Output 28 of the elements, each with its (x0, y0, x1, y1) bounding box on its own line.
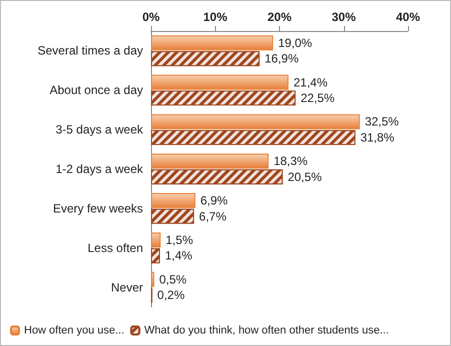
data-label: 16,9% (264, 52, 299, 66)
data-label: 1,5% (166, 232, 194, 247)
y-tick-label: Every few weeks (52, 201, 143, 216)
y-tick-label: 1-2 days a week (56, 162, 144, 176)
data-label: 1,4% (164, 248, 193, 263)
data-label: 6,9% (200, 194, 228, 208)
x-tick-label: 40% (396, 10, 420, 24)
y-tick-label: Never (110, 280, 143, 294)
data-label: 31,8% (360, 130, 395, 144)
data-label: 19,0% (278, 36, 312, 50)
legend-label: What do you think, how often other students use... (144, 324, 389, 336)
y-tick-label: 3-5 days a week (56, 122, 144, 137)
x-tick-label: 0% (142, 10, 160, 24)
data-label: 0,5% (159, 272, 187, 286)
data-label: 21,4% (293, 75, 328, 90)
y-tick-label: About once a day (50, 83, 143, 98)
x-tick-label: 30% (332, 10, 356, 24)
data-label: 20,5% (288, 170, 322, 184)
legend-label: How often you use... (24, 324, 124, 336)
data-label: 22,5% (300, 91, 335, 106)
data-label: 6,7% (199, 209, 227, 224)
data-label: 0,2% (157, 288, 185, 302)
data-label: 32,5% (364, 114, 400, 129)
x-tick-label: 10% (203, 10, 228, 24)
x-tick-label: 20% (267, 10, 292, 24)
y-tick-label: Several times a day (38, 44, 143, 58)
y-tick-label: Less often (88, 240, 143, 255)
data-label: 18,3% (274, 154, 308, 168)
